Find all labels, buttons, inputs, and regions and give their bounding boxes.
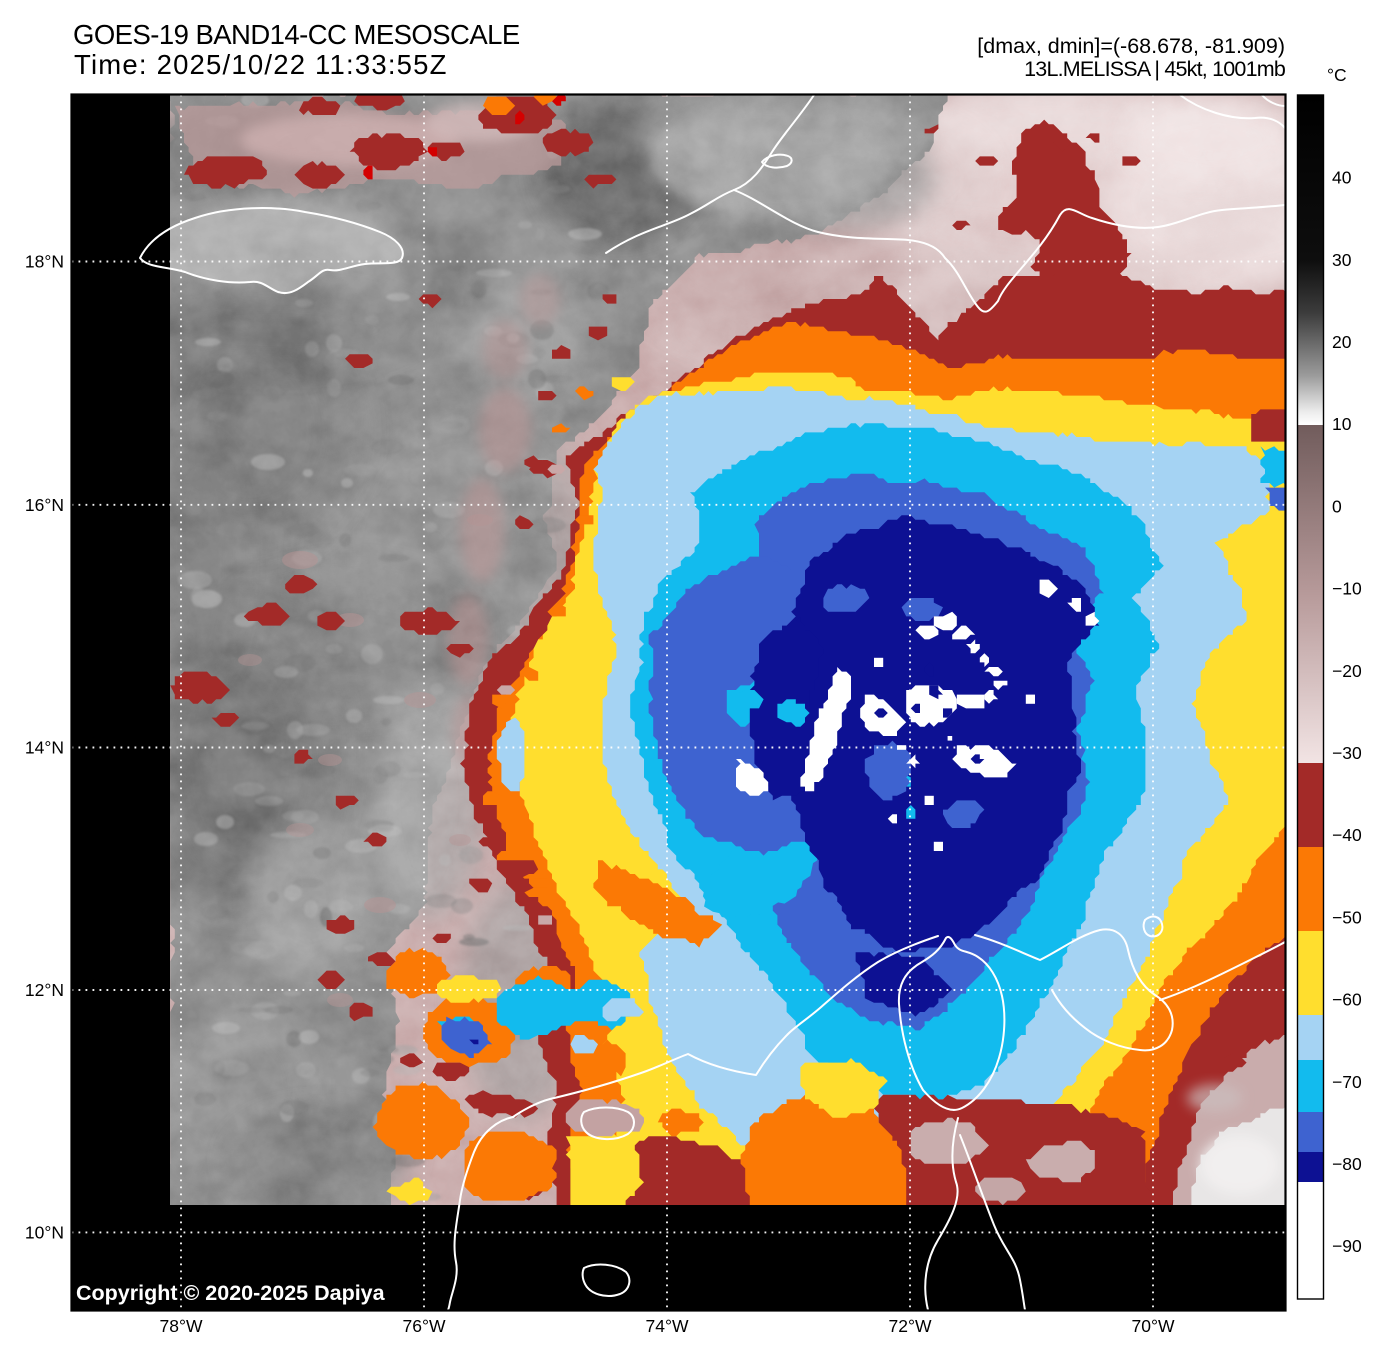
svg-text:−90: −90 [1332, 1236, 1362, 1256]
svg-text:10°N: 10°N [25, 1222, 64, 1242]
svg-text:78°W: 78°W [160, 1316, 203, 1336]
svg-text:10: 10 [1332, 414, 1352, 434]
svg-text:12°N: 12°N [25, 980, 64, 1000]
svg-text:−50: −50 [1332, 907, 1362, 927]
svg-text:76°W: 76°W [403, 1316, 446, 1336]
svg-text:[dmax, dmin]=(-68.678, -81.909: [dmax, dmin]=(-68.678, -81.909) [977, 34, 1285, 58]
svg-text:40: 40 [1332, 168, 1352, 188]
svg-text:30: 30 [1332, 250, 1352, 270]
svg-text:13L.MELISSA | 45kt, 1001mb: 13L.MELISSA | 45kt, 1001mb [1024, 57, 1286, 81]
svg-text:18°N: 18°N [25, 252, 64, 272]
svg-text:−30: −30 [1332, 743, 1362, 763]
svg-text:74°W: 74°W [646, 1316, 689, 1336]
svg-text:16°N: 16°N [25, 495, 64, 515]
svg-text:Copyright © 2020-2025 Dapiya: Copyright © 2020-2025 Dapiya [76, 1281, 386, 1305]
svg-text:Time: 2025/10/22 11:33:55Z: Time: 2025/10/22 11:33:55Z [74, 49, 448, 80]
svg-text:72°W: 72°W [889, 1316, 932, 1336]
svg-text:0: 0 [1332, 496, 1342, 516]
svg-text:−40: −40 [1332, 825, 1362, 845]
svg-text:−10: −10 [1332, 579, 1362, 599]
svg-text:20: 20 [1332, 332, 1352, 352]
svg-text:−80: −80 [1332, 1154, 1362, 1174]
svg-text:70°W: 70°W [1132, 1316, 1175, 1336]
svg-text:°C: °C [1327, 65, 1347, 85]
svg-text:−70: −70 [1332, 1072, 1362, 1092]
svg-text:−20: −20 [1332, 661, 1362, 681]
svg-text:−60: −60 [1332, 990, 1362, 1010]
svg-text:GOES-19 BAND14-CC MESOSCALE: GOES-19 BAND14-CC MESOSCALE [73, 19, 520, 50]
svg-text:14°N: 14°N [25, 738, 64, 758]
